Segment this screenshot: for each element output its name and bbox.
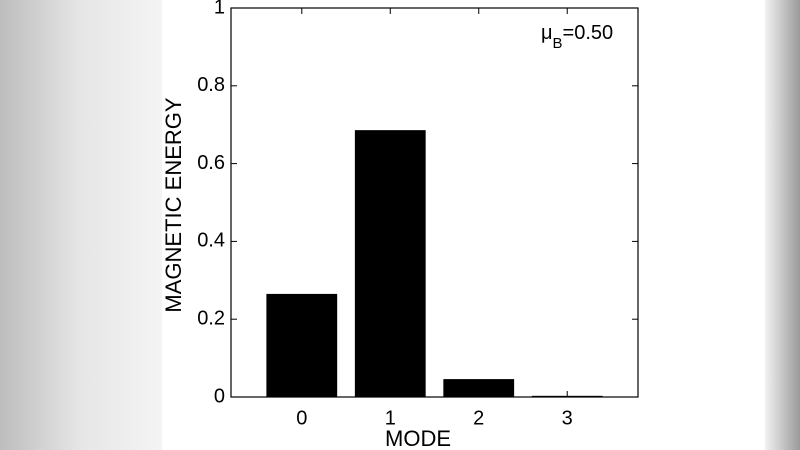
left-blur (0, 0, 162, 450)
x-tick-label: 3 (562, 407, 573, 429)
y-tick-label: 0.2 (197, 307, 225, 329)
annotation: μB=0.50 (541, 22, 613, 52)
annotation-symbol: μ (541, 22, 553, 44)
plot-frame (230, 7, 639, 398)
x-tick-label: 1 (385, 407, 396, 429)
y-tick-label: 0.4 (197, 230, 225, 252)
x-axis-label: MODE (385, 426, 451, 450)
y-tick-label: 0.8 (197, 74, 225, 96)
annotation-subscript: B (553, 35, 563, 52)
bar (531, 395, 603, 397)
y-tick-label: 0 (214, 385, 225, 407)
x-tick-label: 2 (473, 407, 484, 429)
bar (354, 130, 426, 397)
annotation-text: =0.50 (563, 22, 614, 44)
bar (266, 293, 338, 397)
y-tick-label: 0.6 (197, 152, 225, 174)
right-blur (765, 0, 800, 450)
bar (443, 379, 515, 397)
y-tick-label: 1 (214, 0, 225, 18)
y-axis-label: MAGNETIC ENERGY (161, 97, 186, 312)
x-tick-label: 0 (296, 407, 307, 429)
